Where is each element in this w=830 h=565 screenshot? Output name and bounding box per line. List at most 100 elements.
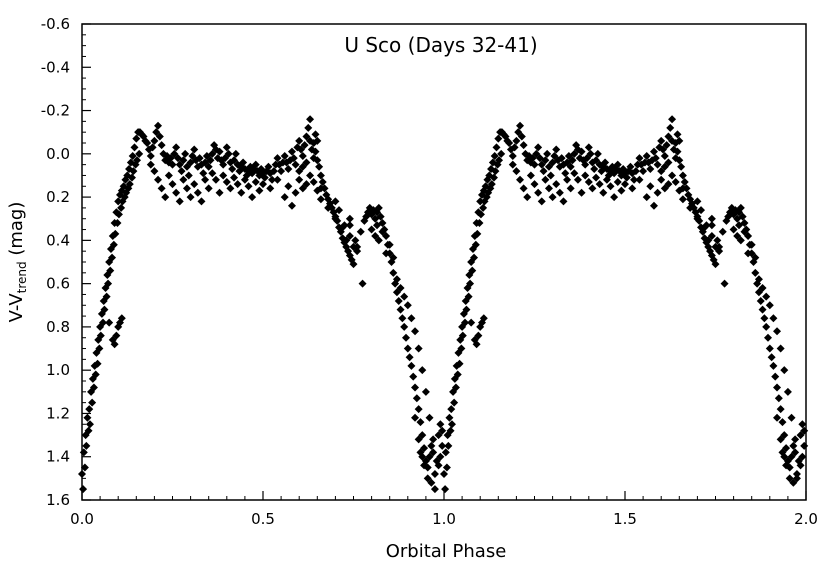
data-point <box>778 418 787 427</box>
data-point <box>789 441 798 450</box>
data-point <box>446 426 455 435</box>
data-point <box>470 253 479 262</box>
data-point <box>765 301 774 310</box>
y-tick-label: 0.4 <box>46 231 70 249</box>
data-point <box>425 413 434 422</box>
data-point <box>295 136 304 145</box>
y-tick-label: 1.2 <box>46 404 70 422</box>
data-point <box>646 182 655 191</box>
data-point <box>622 173 631 182</box>
data-point <box>175 197 184 206</box>
data-point <box>631 167 640 176</box>
data-point <box>617 186 626 195</box>
data-point <box>219 160 228 169</box>
data-point <box>239 158 248 167</box>
data-point <box>88 398 97 407</box>
data-point <box>736 236 745 245</box>
data-point <box>800 426 809 435</box>
data-point <box>414 405 423 414</box>
data-point <box>557 154 566 163</box>
data-point <box>791 448 800 457</box>
data-point <box>626 162 635 171</box>
data-point <box>776 344 785 353</box>
data-point <box>396 283 405 292</box>
data-point <box>287 147 296 156</box>
data-point <box>199 169 208 178</box>
data-point <box>244 182 253 191</box>
data-point <box>311 130 320 139</box>
data-point <box>711 260 720 269</box>
data-point <box>273 175 282 184</box>
data-point <box>400 292 409 301</box>
data-point <box>497 149 506 158</box>
data-point <box>345 221 354 230</box>
data-point <box>114 197 123 206</box>
data-point <box>398 314 407 323</box>
data-point <box>331 197 340 206</box>
data-point <box>510 143 519 152</box>
data-point <box>280 193 289 202</box>
x-tick-label: 1.5 <box>613 510 637 528</box>
data-point <box>763 333 772 342</box>
data-point <box>316 195 325 204</box>
data-point <box>445 413 454 422</box>
data-point <box>588 184 597 193</box>
data-point <box>224 149 233 158</box>
data-point <box>306 115 315 124</box>
data-point <box>300 141 309 150</box>
data-point <box>577 188 586 197</box>
data-point <box>462 305 471 314</box>
data-point <box>436 420 445 429</box>
data-point <box>211 175 220 184</box>
data-point <box>401 333 410 342</box>
data-point <box>541 156 550 165</box>
data-point <box>769 314 778 323</box>
data-point <box>762 322 771 331</box>
data-point <box>466 279 475 288</box>
x-tick-label: 2.0 <box>794 510 818 528</box>
data-point <box>316 184 325 193</box>
data-point <box>671 177 680 186</box>
data-point <box>704 236 713 245</box>
data-point <box>284 182 293 191</box>
data-point <box>697 206 706 215</box>
data-point <box>78 470 86 479</box>
data-point <box>492 143 501 152</box>
data-point <box>208 169 217 178</box>
data-point <box>642 151 651 160</box>
data-point <box>657 136 666 145</box>
y-tick-label: -0.6 <box>41 15 70 33</box>
data-point <box>467 318 476 327</box>
data-points <box>78 115 809 494</box>
data-point <box>255 186 264 195</box>
data-point <box>117 314 126 323</box>
data-point <box>177 167 186 176</box>
data-point <box>447 405 456 414</box>
data-point <box>309 177 318 186</box>
data-point <box>693 197 702 206</box>
data-point <box>491 167 500 176</box>
data-point <box>747 240 756 249</box>
data-point <box>157 184 166 193</box>
data-point <box>773 327 782 336</box>
data-point <box>206 156 215 165</box>
data-point <box>657 175 666 184</box>
data-point <box>678 184 687 193</box>
data-point <box>385 240 394 249</box>
data-point <box>584 177 593 186</box>
data-point <box>80 463 89 472</box>
y-tick-label: 0.0 <box>46 145 70 163</box>
data-point <box>84 426 93 435</box>
y-tick-label: 1.4 <box>46 448 70 466</box>
data-point <box>108 335 117 344</box>
data-point <box>168 160 177 169</box>
data-point <box>442 463 451 472</box>
data-point <box>476 197 485 206</box>
data-point <box>800 441 809 450</box>
data-point <box>559 197 568 206</box>
data-point <box>455 359 464 368</box>
x-tick-label: 0.5 <box>251 510 275 528</box>
data-point <box>382 249 391 258</box>
data-point <box>106 266 115 275</box>
data-point <box>302 180 311 189</box>
